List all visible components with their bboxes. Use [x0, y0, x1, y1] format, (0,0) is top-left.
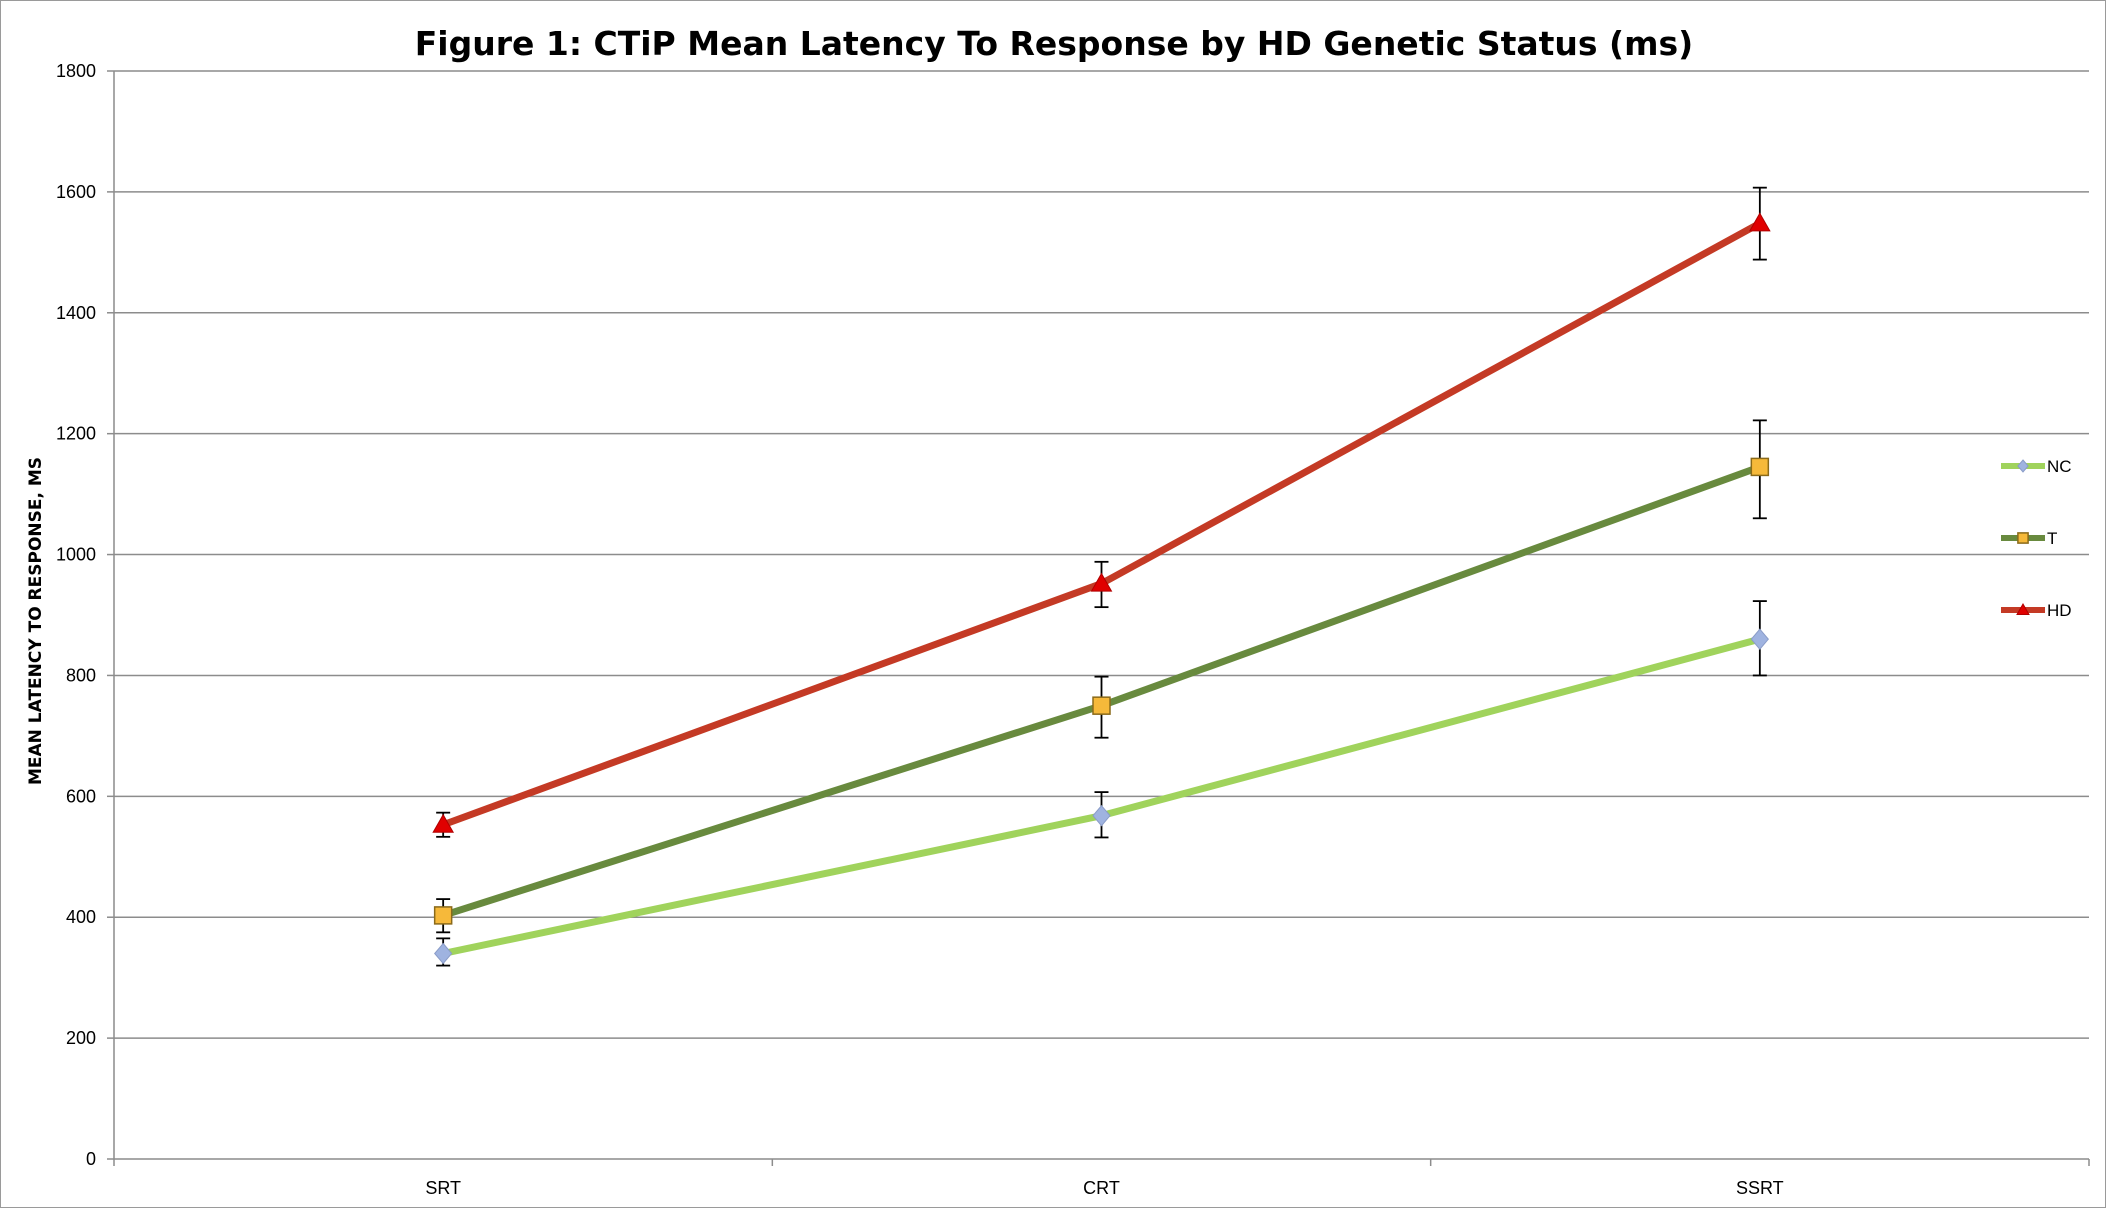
- series-hd: [432, 186, 1771, 838]
- legend-item-nc: NC: [2001, 457, 2072, 476]
- x-tick-labels: SRT CRT SSRT: [425, 1178, 1783, 1198]
- y-axis-label: MEAN LATENCY TO RESPONSE, MS: [26, 457, 46, 785]
- data-point-marker: [433, 906, 453, 925]
- series-t: [433, 419, 1770, 934]
- x-tick-label: SRT: [425, 1178, 461, 1198]
- y-tick-label: 400: [66, 907, 96, 927]
- data-point-marker: [2016, 602, 2030, 615]
- y-tick-label: 800: [66, 665, 96, 685]
- data-point-marker: [1092, 804, 1111, 827]
- legend-item-hd: HD: [2001, 601, 2072, 620]
- y-tick-label: 200: [66, 1028, 96, 1048]
- data-point-marker: [1090, 572, 1113, 592]
- data-point-marker: [432, 813, 455, 833]
- legend-label: NC: [2047, 457, 2072, 476]
- y-tick-label: 600: [66, 786, 96, 806]
- chart-title: Figure 1: CTiP Mean Latency To Response …: [415, 24, 1693, 63]
- data-point-marker: [2017, 532, 2029, 544]
- data-point-marker: [1092, 696, 1111, 715]
- series: [432, 186, 1771, 967]
- series-nc: [434, 600, 1769, 967]
- grid-lines: [114, 70, 2089, 1039]
- axes: [107, 70, 2090, 1166]
- y-tick-label: 0: [86, 1149, 96, 1169]
- y-tick-label: 1000: [56, 545, 96, 565]
- data-point-marker: [434, 942, 453, 965]
- y-tick-labels: 0 200 400 600 800 1000 1200 1400 1600 1800: [56, 61, 96, 1169]
- data-point-marker: [1750, 457, 1770, 477]
- data-point-marker: [1748, 212, 1771, 232]
- y-tick-label: 1200: [56, 424, 96, 444]
- legend-item-t: T: [2001, 529, 2057, 548]
- legend: NC T HD: [2001, 457, 2072, 620]
- x-tick-label: SSRT: [1736, 1178, 1784, 1198]
- y-tick-label: 1600: [56, 182, 96, 202]
- y-tick-label: 1400: [56, 303, 96, 323]
- x-tick-label: CRT: [1083, 1178, 1120, 1198]
- data-point-marker: [1750, 628, 1769, 650]
- legend-label: T: [2047, 529, 2057, 548]
- y-tick-label: 1800: [56, 61, 96, 81]
- data-point-marker: [2017, 459, 2029, 473]
- legend-label: HD: [2047, 601, 2072, 620]
